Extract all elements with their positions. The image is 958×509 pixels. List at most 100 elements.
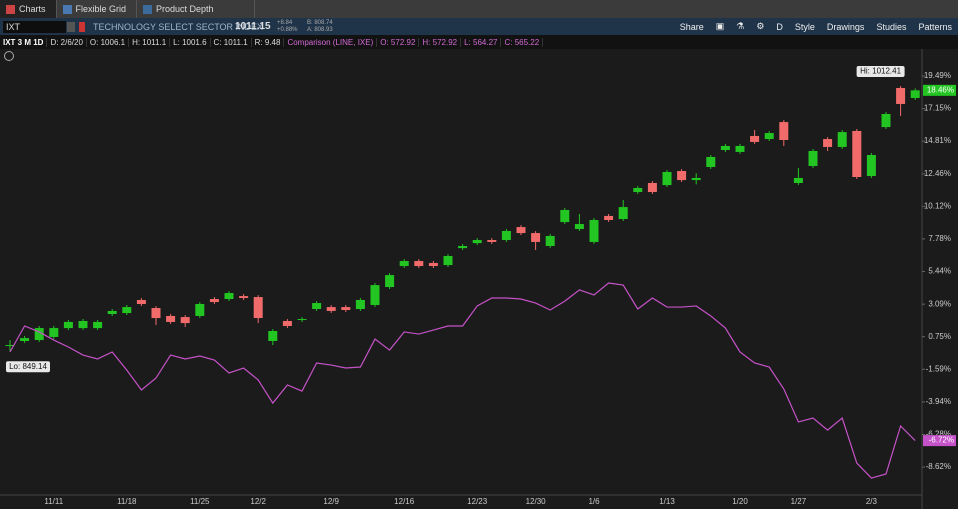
candle-body [779, 122, 789, 141]
y-tick-label: 3.09% [928, 299, 951, 308]
button[interactable]: Share [674, 22, 710, 32]
info: C: 1011.1 [211, 37, 252, 47]
info: D: 2/6/20 [47, 37, 87, 47]
bid: B: 808.74 [307, 19, 333, 26]
tab[interactable]: Product Depth [137, 0, 255, 18]
x-tick-label: 12/2 [250, 497, 266, 506]
candle-body [750, 135, 760, 142]
comparison: Comparison (LINE, IXE) [284, 37, 378, 47]
study: IXT 3 M 1D [0, 37, 48, 47]
candle-body [662, 171, 672, 186]
candle-body [209, 298, 219, 303]
x-tick-label: 12/23 [467, 497, 488, 506]
button[interactable]: ⚗ [736, 21, 745, 31]
chart: 19.49% 17.15% 14.81% 12.46% 10.12% 7.78% 5.44%… [0, 49, 956, 509]
symbol-box[interactable]: IXT [3, 20, 66, 33]
candle-body [808, 150, 818, 167]
annotation-box [6, 361, 50, 373]
x-tick-label: 11/11 [44, 497, 63, 506]
info: O: 572.92 [377, 37, 420, 47]
y-tick-label: 14.81% [924, 136, 951, 145]
last-price: 1011.15 [235, 21, 271, 32]
candle-body [545, 235, 555, 247]
change-pct: +0.88% [277, 26, 298, 33]
tab[interactable]: Charts [0, 0, 57, 18]
candle-body [326, 307, 336, 311]
candle-body [151, 308, 161, 319]
y-tick-label: -8.62% [926, 462, 951, 471]
candle-body [239, 296, 249, 299]
candle-body [93, 321, 103, 329]
candle-body [647, 182, 657, 193]
candle-body [268, 330, 278, 342]
button[interactable]: D [770, 22, 789, 32]
price-badge-label: 18.46% [927, 85, 954, 94]
candle-body [34, 328, 44, 341]
x-tick-label: 11/25 [190, 497, 210, 506]
candle-body [910, 90, 920, 98]
comparison-line [9, 282, 916, 479]
candle-body [501, 230, 511, 241]
link-icon[interactable] [79, 21, 85, 32]
button-label: Patterns [918, 21, 952, 32]
annotation: Lo: 849.14 [9, 362, 47, 371]
button[interactable]: ⚙ [756, 21, 765, 31]
dropdown[interactable] [67, 21, 75, 32]
candle-body [195, 304, 205, 316]
y-tick-label: -6.28% [926, 430, 951, 439]
change: +8.84 [277, 19, 293, 26]
candle-body [458, 246, 468, 249]
info: H: 572.92 [419, 37, 462, 47]
info-icon[interactable] [4, 51, 14, 61]
y-tick-label: 17.15% [924, 104, 951, 113]
x-tick-label: 1/27 [791, 497, 807, 506]
button[interactable]: ▣ [715, 21, 725, 31]
x-tick-label: 12/9 [323, 497, 339, 506]
button-label: Style [794, 21, 815, 32]
button-label: Studies [876, 21, 907, 32]
candle-body [282, 320, 292, 326]
candle-body [852, 130, 862, 178]
candle-body [224, 293, 234, 299]
candle-body [896, 87, 906, 104]
candle-body [385, 275, 395, 288]
candle-body [677, 171, 687, 181]
info: L: 1001.6 [170, 37, 211, 47]
y-tick-label: -3.94% [926, 397, 951, 406]
candle-body [107, 310, 117, 315]
x-tick-label: 1/20 [732, 497, 748, 506]
candle-body [5, 345, 15, 347]
tab[interactable]: Flexible Grid [57, 0, 138, 18]
description: TECHNOLOGY SELECT SECTOR INDEX [93, 21, 264, 32]
button[interactable]: Studies [870, 22, 912, 32]
candle-body [764, 133, 774, 140]
info: R: 9.48 [252, 37, 285, 47]
candle-body [166, 315, 176, 322]
candle-body [370, 285, 380, 305]
symbol: IXT [6, 21, 21, 32]
x-tick-label: 1/13 [659, 497, 675, 506]
candle-body [720, 145, 730, 151]
candle-body [414, 261, 424, 267]
info: C: 565.22 [501, 37, 544, 47]
candle-body [136, 299, 146, 305]
button[interactable]: Style [789, 22, 821, 32]
candle-body [793, 177, 803, 183]
button-label: D [776, 21, 783, 32]
candle-body [472, 240, 482, 244]
button[interactable]: Drawings [821, 22, 871, 32]
candle-body [20, 338, 30, 342]
candle-body [574, 224, 584, 230]
tab-label: Flexible Grid [75, 4, 127, 14]
annotation-box [856, 66, 905, 78]
candle-body [341, 307, 351, 310]
tab-label: Product Depth [156, 4, 214, 14]
candle-body [706, 156, 716, 167]
candle-body [180, 317, 190, 324]
info: L: 564.27 [461, 37, 502, 47]
price-badge-label: -6.72% [929, 436, 954, 445]
button[interactable]: Patterns [912, 22, 958, 32]
candle-body [297, 319, 307, 321]
info: H: 1011.1 [129, 37, 171, 47]
